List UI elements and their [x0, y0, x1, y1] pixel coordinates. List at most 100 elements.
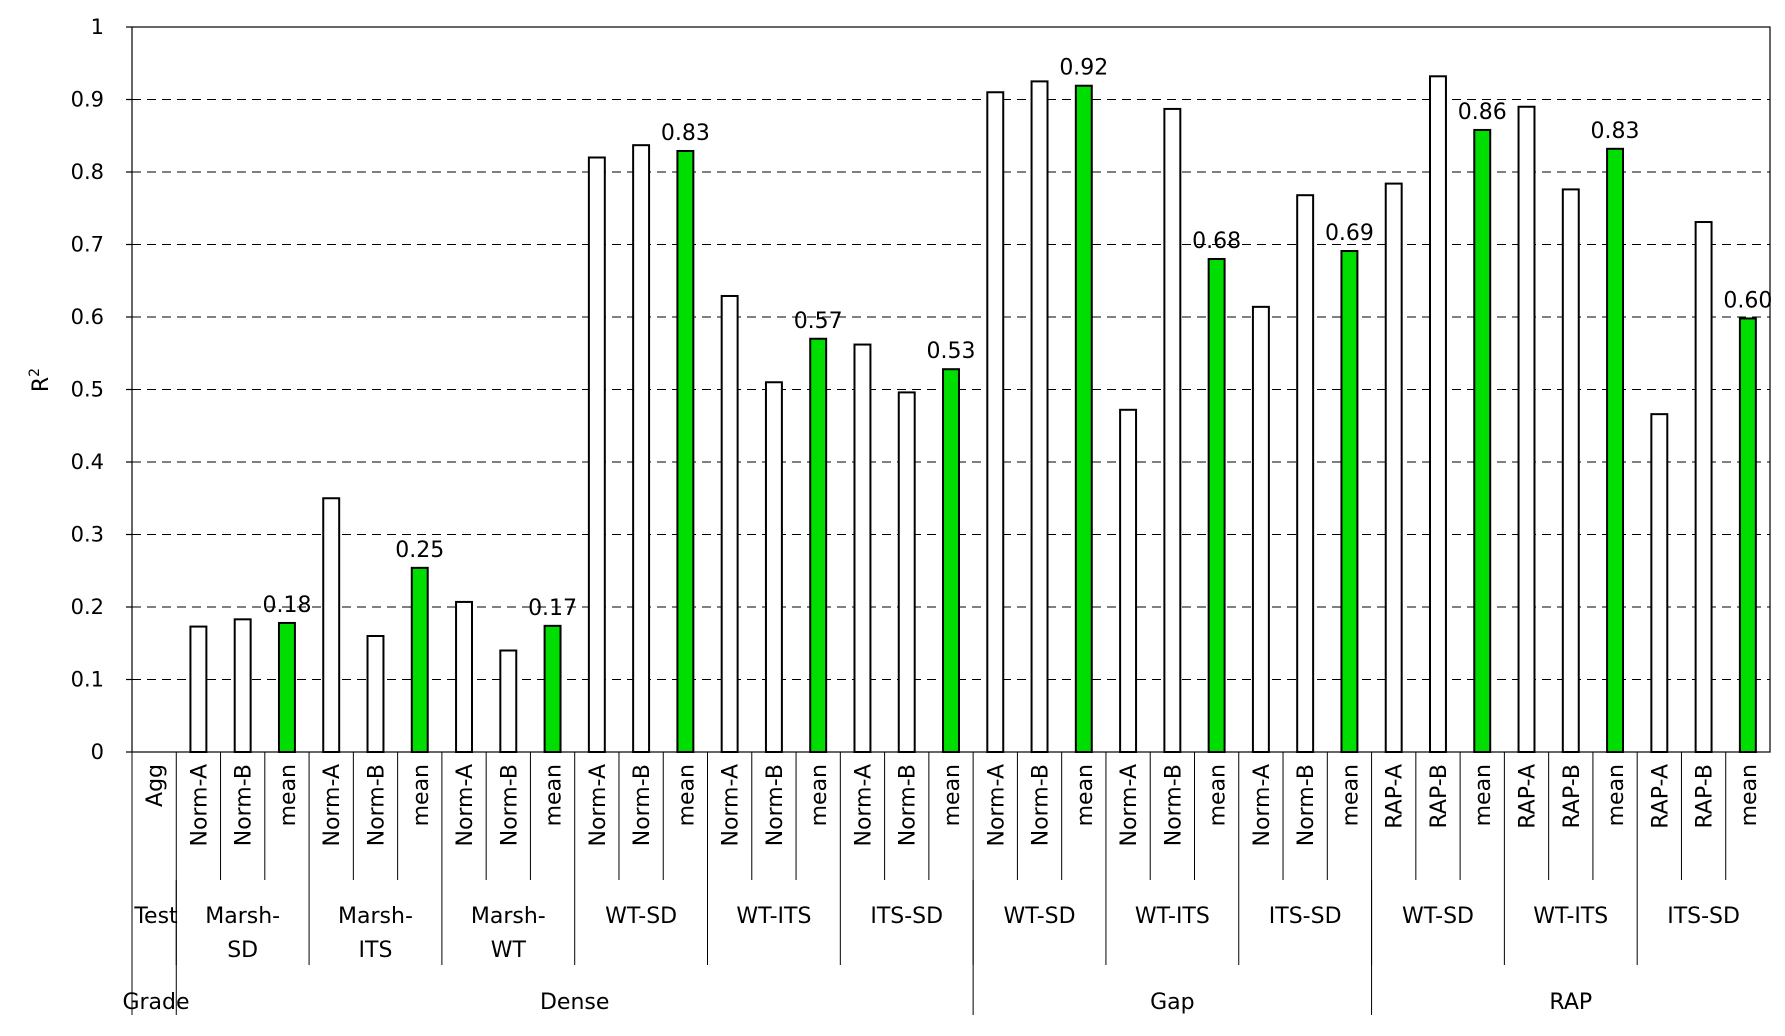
test-label: WT-SD: [605, 904, 677, 929]
bar: [720, 294, 739, 753]
category-label: mean: [1073, 764, 1098, 826]
grade-label: Gap: [1150, 990, 1195, 1015]
y-axis-title-superscript: 2: [27, 368, 43, 377]
bar: [1517, 105, 1536, 753]
category-label: mean: [1338, 764, 1363, 826]
y-tick-label: 0.4: [71, 450, 104, 474]
test-label: Marsh- SD: [205, 904, 280, 963]
data-labels: 0.18 0.25 0.17 0.83 0.57 0.53 0.92 0.68 0.69 0.86…: [262, 56, 1772, 621]
bar: [897, 391, 916, 753]
category-label: Norm-B: [364, 764, 389, 846]
test-label: WT-SD: [1402, 904, 1474, 929]
bar: [587, 156, 606, 753]
y-tick-label: 0.1: [71, 668, 104, 692]
data-label: 0.92: [1059, 56, 1108, 81]
bar: [1030, 80, 1049, 753]
data-label: 0.53: [927, 339, 976, 364]
data-label: 0.83: [661, 121, 710, 146]
data-label: 0.57: [794, 309, 843, 334]
bar-mean: [1473, 128, 1492, 753]
y-tick-label: 0.7: [71, 233, 104, 257]
bars: [189, 75, 1757, 754]
y-tick-label: 0.2: [71, 595, 104, 619]
bar: [1296, 194, 1315, 753]
category-label: Norm-A: [586, 764, 611, 847]
bar: [853, 343, 872, 753]
category-label: Agg: [143, 764, 168, 807]
category-label: mean: [940, 764, 965, 826]
category-label: Norm-A: [320, 764, 345, 847]
category-label: RAP-A: [1516, 764, 1541, 829]
category-label: mean: [1737, 764, 1762, 826]
y-tick-label: 0.5: [71, 378, 104, 402]
bar-mean: [543, 624, 562, 753]
data-label: 0.17: [528, 596, 577, 621]
bar-mean: [676, 149, 695, 754]
y-tick-label: 1: [91, 15, 104, 39]
category-label: RAP-B: [1693, 764, 1718, 828]
category-label: mean: [674, 764, 699, 826]
row-header-test: Test: [133, 904, 178, 929]
test-label-line: WT: [491, 938, 527, 963]
axes: [126, 26, 1771, 753]
bar: [1429, 75, 1447, 754]
category-label: Norm-B: [896, 764, 921, 846]
test-label-line: SD: [227, 938, 258, 963]
bar: [322, 497, 341, 753]
test-label-line: ITS: [359, 938, 393, 963]
y-tick-labels: 0 0.1 0.2 0.3 0.4 0.5 0.6 0.7 0.8 0.9 1: [71, 15, 104, 764]
category-label: Norm-B: [630, 764, 655, 846]
test-label-line: WT-SD: [1004, 904, 1076, 929]
test-label: WT-ITS: [1135, 904, 1210, 929]
y-tick-label: 0.3: [71, 523, 104, 547]
data-label: 0.68: [1192, 229, 1241, 254]
test-label-line: ITS-SD: [1667, 904, 1740, 929]
bar: [764, 381, 783, 753]
category-label: Norm-B: [1029, 764, 1054, 846]
bar: [1119, 408, 1138, 753]
bar-mean: [1074, 84, 1093, 754]
bar-mean: [1738, 317, 1757, 753]
data-label: 0.18: [262, 593, 311, 618]
bar: [1694, 221, 1713, 753]
bar: [1251, 305, 1270, 753]
bar: [455, 600, 473, 753]
test-label-line: WT-ITS: [1533, 904, 1608, 929]
category-label: mean: [409, 764, 434, 826]
category-table: Agg Norm-A Norm-B mean Norm-A Norm-B mean Norm-…: [122, 752, 1762, 1015]
category-label: Norm-A: [984, 764, 1009, 847]
category-label: Norm-B: [1294, 764, 1319, 846]
grade-label: Dense: [540, 990, 609, 1015]
category-label: RAP-A: [1648, 764, 1673, 829]
bar: [366, 635, 385, 753]
test-label-line: Marsh-: [338, 904, 413, 929]
test-label: Marsh- WT: [471, 904, 546, 963]
category-label: Norm-A: [453, 764, 478, 847]
data-label: 0.83: [1591, 119, 1640, 144]
test-label-line: WT-ITS: [1135, 904, 1210, 929]
category-label: mean: [542, 764, 567, 826]
bar-mean: [1606, 147, 1625, 754]
category-label: Norm-A: [187, 764, 212, 847]
category-label: Norm-B: [232, 764, 257, 846]
bar: [986, 91, 1005, 753]
category-label: RAP-B: [1560, 764, 1585, 828]
bar-mean: [410, 566, 429, 753]
category-label: mean: [807, 764, 832, 826]
y-tick-label: 0.6: [71, 305, 104, 329]
test-label-line: WT-SD: [605, 904, 677, 929]
bar-mean: [1340, 250, 1359, 753]
bar: [189, 625, 208, 754]
y-tick-label: 0: [91, 740, 104, 764]
category-label: RAP-B: [1427, 764, 1452, 828]
category-label: Norm-A: [719, 764, 744, 847]
test-label: WT-ITS: [1533, 904, 1608, 929]
test-label-line: WT-SD: [1402, 904, 1474, 929]
category-label: Norm-B: [497, 764, 522, 846]
y-tick-label: 0.9: [71, 88, 104, 112]
data-label: 0.60: [1723, 288, 1772, 313]
category-label: Norm-A: [1117, 764, 1142, 847]
test-label: WT-SD: [1004, 904, 1076, 929]
category-label: RAP-A: [1383, 764, 1408, 829]
